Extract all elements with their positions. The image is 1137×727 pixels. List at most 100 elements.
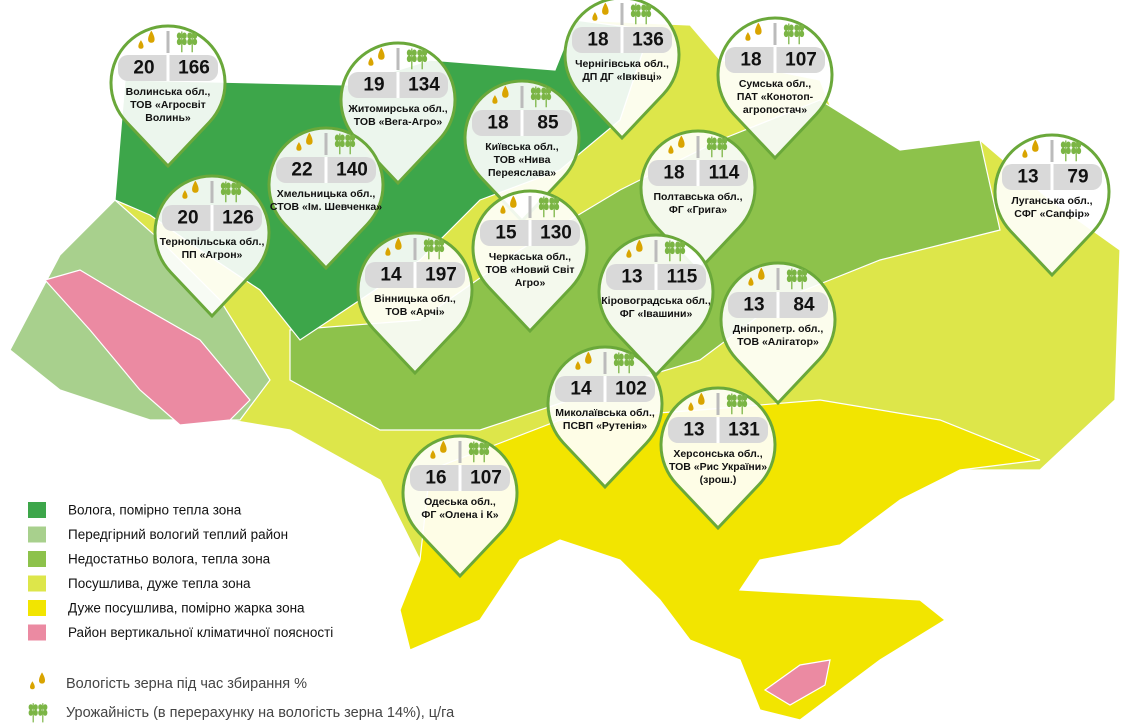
pin-label: Тернопільська обл., bbox=[160, 236, 265, 248]
pin-label: ТОВ «Вега-Агро» bbox=[354, 116, 443, 128]
pin-label: ТОВ «Новий Світ bbox=[485, 264, 574, 276]
yield-value: 115 bbox=[667, 267, 698, 288]
pin-label: ФГ «Грига» bbox=[669, 204, 727, 216]
pin-label: Агро» bbox=[515, 277, 546, 289]
map-pin: 14 197 Вінницька обл.,ТОВ «Арчі» bbox=[356, 231, 474, 376]
map-pin: 13 131 Херсонська обл.,ТОВ «Рис України»(з… bbox=[659, 386, 777, 531]
yield-value: 130 bbox=[540, 223, 572, 244]
moisture-value: 18 bbox=[487, 113, 508, 134]
pin-label: Сумська обл., bbox=[739, 78, 811, 90]
legend-label: Посушлива, дуже тепла зона bbox=[68, 576, 251, 591]
legend-swatch bbox=[28, 624, 46, 641]
pin-label: ДП ДГ «Івківці» bbox=[582, 71, 662, 83]
pin-label: ПСВП «Рутенія» bbox=[563, 420, 647, 432]
yield-value: 107 bbox=[785, 50, 817, 71]
pin-label: ТОВ «Нива bbox=[494, 154, 551, 166]
pin-label: ТОВ «Агросвіт bbox=[130, 99, 206, 111]
zone-area bbox=[43, 269, 251, 426]
pin-label: ФГ «Олена і К» bbox=[421, 509, 498, 521]
pin-label: ТОВ «Арчі» bbox=[385, 306, 444, 318]
moisture-value: 18 bbox=[587, 30, 608, 51]
legend: Волога, помірно тепла зона Передгірний во… bbox=[28, 502, 455, 724]
pin-label: Київська обл., bbox=[485, 141, 559, 153]
pin-label: Одеська обл., bbox=[424, 496, 496, 508]
moisture-value: 13 bbox=[743, 295, 764, 316]
moisture-value: 14 bbox=[570, 379, 592, 400]
legend-swatch bbox=[28, 600, 46, 616]
map-pin: 13 84 Дніпропетр. обл.,ТОВ «Алігатор» bbox=[719, 261, 837, 406]
yield-value: 166 bbox=[178, 58, 210, 79]
markers: 20 166 Волинська обл.,ТОВ «АгросвітВолинь»… bbox=[109, 0, 1111, 579]
map-pin: 16 107 Одеська обл.,ФГ «Олена і К» bbox=[401, 434, 519, 579]
moisture-icon bbox=[30, 672, 45, 690]
pin-label: Кіровоградська обл., bbox=[601, 295, 711, 307]
yield-value: 79 bbox=[1067, 167, 1088, 188]
legend-swatch bbox=[28, 551, 46, 567]
pin-label: ТОВ «Рис України» bbox=[669, 461, 767, 473]
pin-label: Житомирська обл., bbox=[347, 103, 447, 115]
map-pin: 22 140 Хмельницька обл.,СТОВ «Ім. Шевченка… bbox=[267, 126, 385, 271]
moisture-value: 20 bbox=[133, 58, 154, 79]
pin-label: СТОВ «Ім. Шевченка» bbox=[270, 201, 382, 213]
legend-label: Передгірний вологий теплий район bbox=[68, 527, 288, 542]
legend-label: Дуже посушлива, помірно жарка зона bbox=[68, 601, 305, 616]
yield-value: 140 bbox=[336, 160, 368, 181]
map-pin: 20 126 Тернопільська обл.,ПП «Агрон» bbox=[153, 174, 271, 319]
yield-value: 84 bbox=[793, 295, 815, 316]
pin-label: Волинська обл., bbox=[126, 86, 211, 98]
pin-label: Хмельницька обл., bbox=[277, 188, 376, 200]
moisture-value: 14 bbox=[380, 265, 402, 286]
yield-value: 134 bbox=[408, 75, 440, 96]
pin-label: Волинь» bbox=[145, 112, 191, 124]
legend-swatch bbox=[28, 575, 46, 592]
moisture-value: 13 bbox=[683, 420, 704, 441]
yield-value: 107 bbox=[470, 468, 502, 489]
yield-value: 85 bbox=[537, 113, 559, 134]
pin-label: Миколаївська обл., bbox=[555, 407, 655, 419]
pin-label: СФГ «Сапфір» bbox=[1014, 208, 1090, 220]
map-pin: 18 107 Сумська обл.,ПАТ «Конотоп-агропоста… bbox=[716, 16, 834, 161]
zone-area bbox=[399, 399, 1041, 721]
yield-icon bbox=[28, 702, 48, 724]
zone-area bbox=[763, 659, 831, 706]
moisture-value: 19 bbox=[363, 75, 384, 96]
pin-label: ПП «Агрон» bbox=[182, 249, 243, 261]
map-pin: 14 102 Миколаївська обл.,ПСВП «Рутенія» bbox=[546, 345, 664, 490]
pin-label: Дніпропетр. обл., bbox=[733, 323, 824, 335]
yield-value: 114 bbox=[709, 163, 740, 184]
pin-label: Луганська обл., bbox=[1011, 195, 1092, 207]
pin-label: ТОВ «Алігатор» bbox=[737, 336, 819, 348]
legend-label: Волога, помірно тепла зона bbox=[68, 503, 242, 518]
pin-label: ПАТ «Конотоп- bbox=[737, 91, 814, 103]
pin-label: агропостач» bbox=[743, 104, 807, 116]
map-pin: 18 136 Чернігівська обл.,ДП ДГ «Івківці» bbox=[563, 0, 681, 141]
legend-label: Район вертикальної кліматичної поясності bbox=[68, 625, 333, 640]
pin-label: Вінницька обл., bbox=[374, 293, 456, 305]
yield-value: 126 bbox=[222, 208, 254, 229]
moisture-value: 20 bbox=[177, 208, 198, 229]
yield-value: 102 bbox=[615, 379, 647, 400]
yield-value: 136 bbox=[632, 30, 664, 51]
pin-label: Черкаська обл., bbox=[489, 251, 571, 263]
yield-value: 197 bbox=[425, 265, 457, 286]
pin-label: Чернігівська обл., bbox=[575, 58, 669, 70]
moisture-value: 15 bbox=[495, 223, 517, 244]
legend-swatch bbox=[28, 502, 46, 518]
map-pin: 13 79 Луганська обл.,СФГ «Сапфір» bbox=[993, 133, 1111, 278]
pin-label: (зрош.) bbox=[700, 474, 737, 486]
legend-label: Недостатньо волога, тепла зона bbox=[68, 552, 271, 567]
icon-legend-label: Вологість зерна під час збирання % bbox=[66, 676, 307, 692]
pin-label: Херсонська обл., bbox=[673, 448, 762, 460]
moisture-value: 18 bbox=[740, 50, 761, 71]
pin-label: ФГ «Івашини» bbox=[620, 308, 693, 320]
moisture-value: 13 bbox=[621, 267, 642, 288]
pin-label: Переяслава» bbox=[488, 167, 556, 179]
icon-legend-label: Урожайність (в перерахунку на вологість … bbox=[66, 705, 455, 721]
moisture-value: 16 bbox=[425, 468, 446, 489]
map-pin: 13 115 Кіровоградська обл.,ФГ «Івашини» bbox=[597, 233, 715, 378]
yield-value: 131 bbox=[728, 420, 760, 441]
